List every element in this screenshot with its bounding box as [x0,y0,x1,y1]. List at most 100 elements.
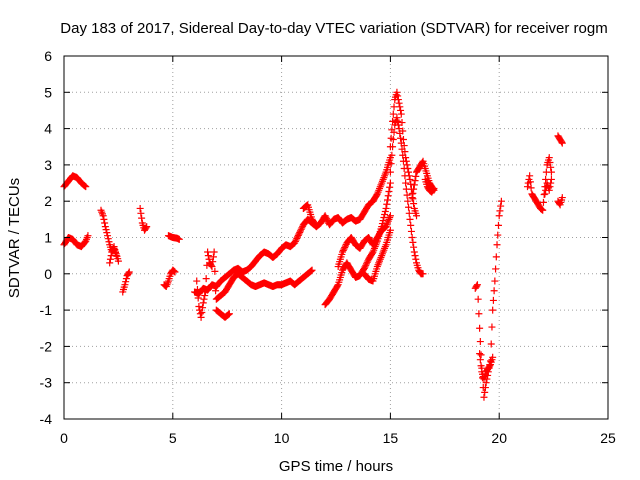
data-point [538,206,546,214]
data-point [210,248,218,256]
data-point [488,323,496,331]
data-point [399,151,407,159]
data-point [541,190,549,198]
data-point [105,238,113,246]
series-G [160,266,179,291]
data-point [477,351,485,359]
data-point [494,221,502,229]
data-point [170,267,178,275]
y-tick-label: -1 [40,302,53,318]
data-point [385,188,393,196]
data-point [418,158,426,166]
data-point [386,183,394,191]
data-point [137,209,145,217]
data-point [476,338,484,346]
x-tick-label: 25 [600,430,616,446]
data-point [103,229,111,237]
series-F [136,204,151,234]
data-point [296,227,304,235]
data-point [212,287,220,295]
data-point [394,121,402,129]
data-point [476,350,484,358]
x-tick-label: 10 [274,430,290,446]
data-point [383,196,391,204]
data-point [393,88,401,96]
data-point [537,205,545,213]
data-point [404,197,412,205]
data-point [429,186,437,194]
data-point [82,183,90,191]
data-point [125,268,133,276]
data-point [294,233,302,241]
data-point [413,212,421,220]
data-point [547,175,555,183]
series-V [523,154,555,214]
data-point [410,200,418,208]
data-point [481,384,489,392]
data-point [202,275,210,283]
data-point [558,138,566,146]
data-point [407,180,415,188]
data-point [98,210,106,218]
data-point [481,388,489,396]
series-Q [386,114,427,278]
data-point [368,249,376,257]
data-point [492,265,500,273]
data-point [394,96,402,104]
series-H [164,232,183,243]
data-point [381,211,389,219]
data-point [201,292,209,300]
data-point [497,197,505,205]
series-X [554,132,566,147]
data-point [558,194,566,202]
data-point [100,215,108,223]
data-point [411,252,419,260]
data-point [491,277,499,285]
data-point [398,145,406,153]
data-point [410,243,418,251]
data-point [403,161,411,169]
data-point [409,189,417,197]
data-points [60,88,566,401]
data-point [362,261,370,269]
data-point [386,212,394,220]
data-point [489,296,497,304]
series-D [106,244,122,267]
series-P [386,88,421,220]
data-point [407,221,415,229]
data-point [405,168,413,176]
data-point [410,185,418,193]
data-point [408,234,416,241]
data-point [409,238,417,246]
x-tick-label: 0 [60,430,68,446]
data-point [396,103,404,111]
series-A [60,172,90,191]
data-point [397,134,405,142]
data-point [408,194,416,202]
data-point [419,270,427,278]
data-point [386,168,394,176]
data-point [194,294,202,302]
data-point [546,158,554,166]
data-point [209,258,217,266]
data-point [527,184,535,192]
data-point [402,185,410,193]
data-point [399,157,407,165]
data-point [209,253,217,261]
data-point [296,228,304,236]
data-point [389,135,397,143]
data-point [547,179,555,187]
data-point [381,207,389,215]
data-point [396,129,404,137]
data-point [323,215,331,223]
data-point [403,191,411,199]
data-point [487,340,495,348]
data-point [99,212,107,220]
y-tick-label: -4 [40,411,53,427]
data-point [480,393,488,401]
data-point [339,248,347,256]
data-point [546,183,554,191]
data-point [382,204,390,212]
data-point [397,106,405,114]
data-point [193,277,201,285]
